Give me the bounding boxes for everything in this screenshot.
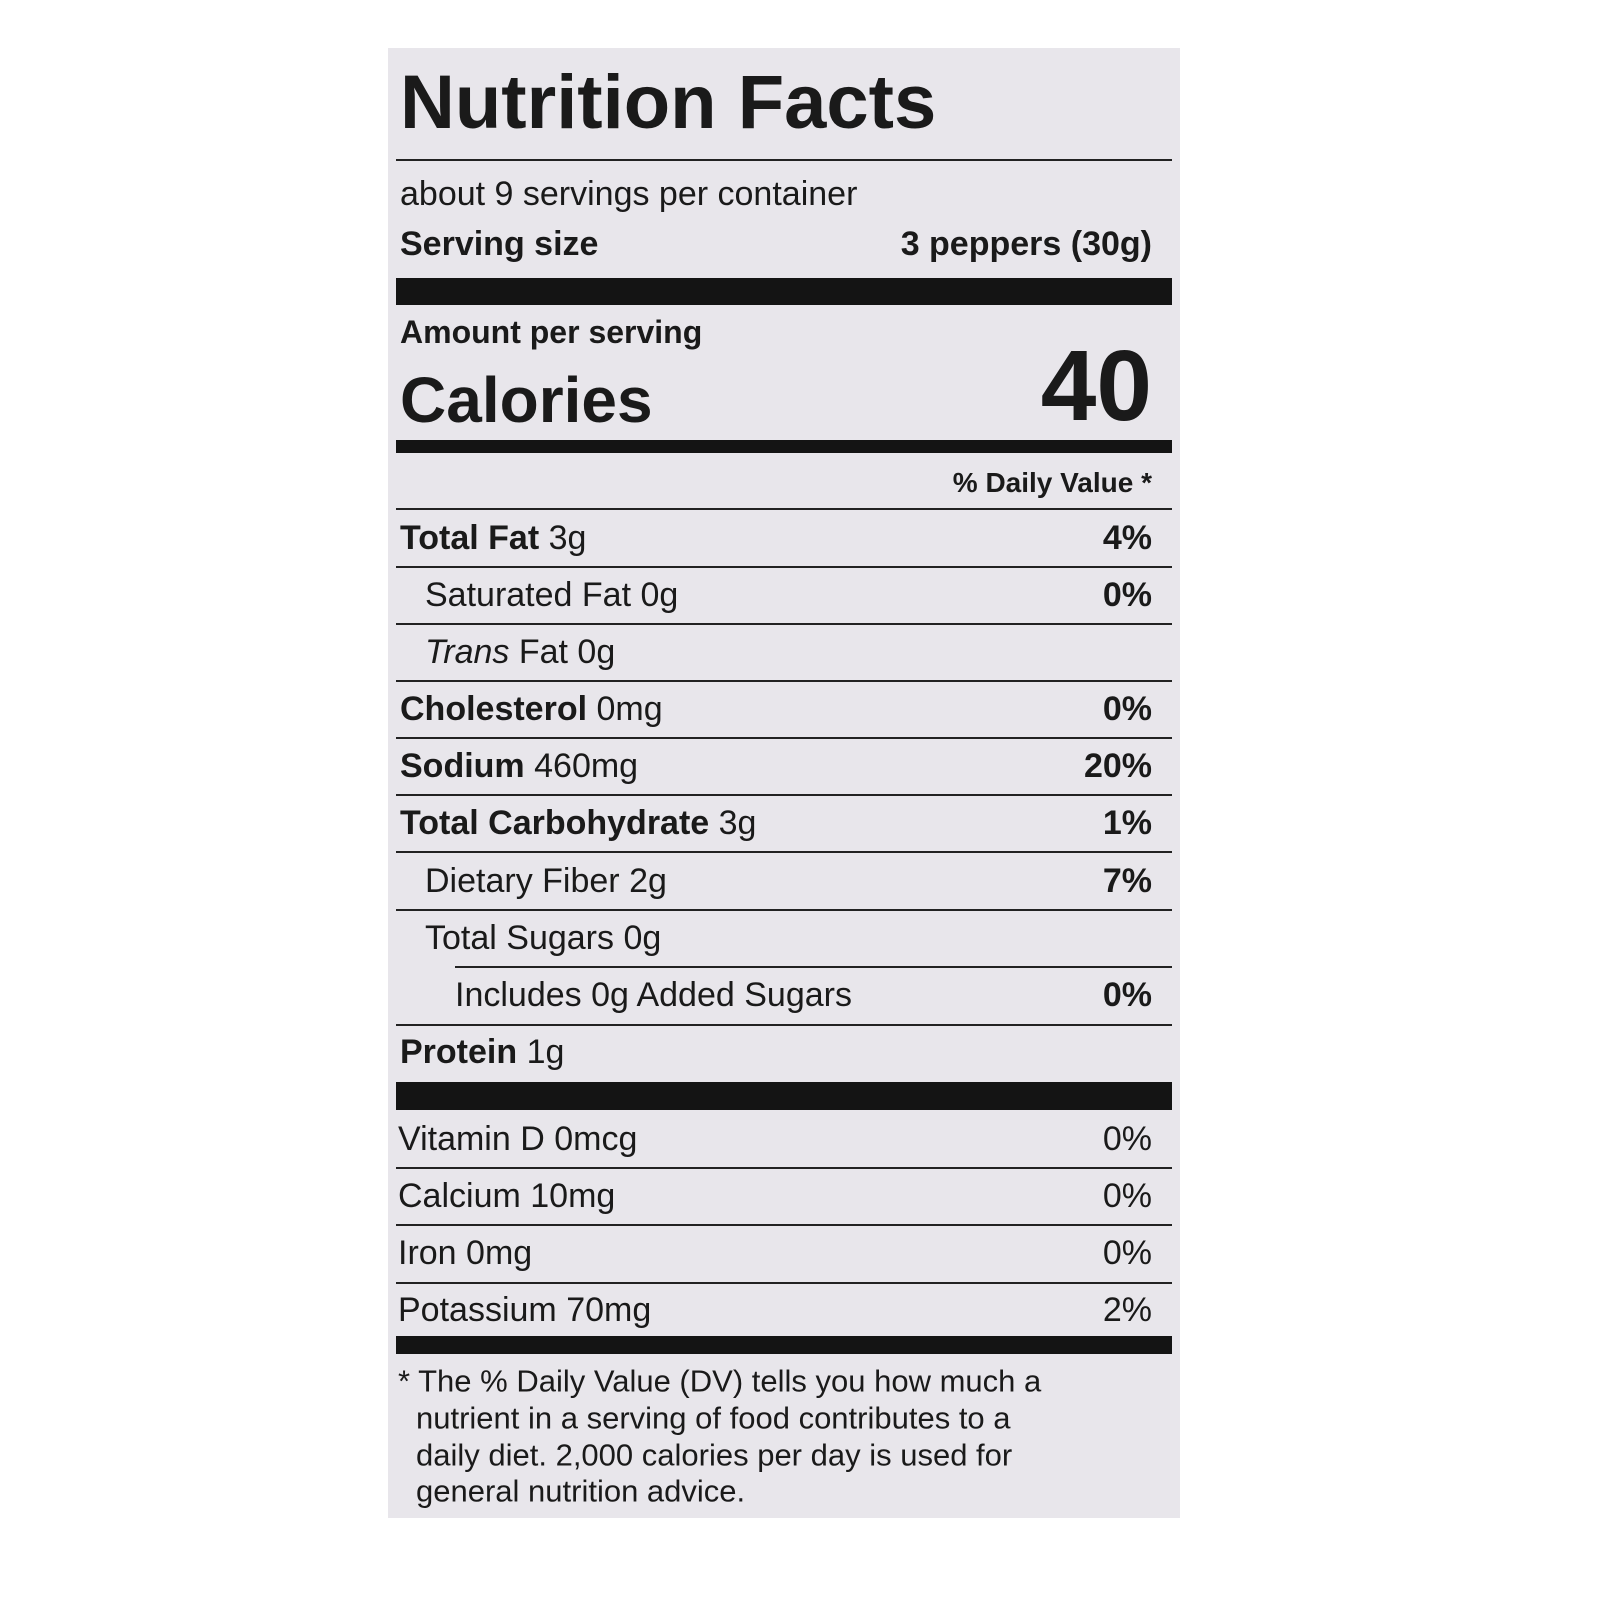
nutrient-name: Protein <box>400 1033 518 1071</box>
footnote-line: * The % Daily Value (DV) tells you how m… <box>398 1363 1042 1399</box>
rule <box>396 680 1172 682</box>
vitamin-row: Iron 0mg <box>398 1236 532 1270</box>
vitamin-name: Potassium <box>398 1291 557 1329</box>
nutrient-dv: 1% <box>1102 804 1152 842</box>
nutrient-amount: 0g <box>640 576 679 614</box>
vitamin-amount: 0mg <box>466 1234 533 1272</box>
vitamin-amount: 0mcg <box>554 1120 638 1158</box>
nutrient-name: Fat <box>518 633 568 671</box>
rule <box>455 966 1172 968</box>
nutrient-amount: 3g <box>548 519 587 557</box>
nutrient-amount: 460mg <box>534 747 639 785</box>
nutrient-name: Sodium <box>400 747 525 785</box>
vitamin-row: Potassium 70mg <box>398 1293 651 1327</box>
servings: about 9 servings per container <box>400 175 858 213</box>
rule <box>396 623 1172 625</box>
nutrient-row: Trans Fat 0g <box>425 635 615 669</box>
nutrient-dv: 0% <box>1102 976 1152 1014</box>
title: Nutrition Facts <box>400 60 937 145</box>
nutrient-amount: 0g <box>623 919 662 957</box>
nutrient-name: Total Fat <box>400 519 540 557</box>
rule <box>396 159 1172 161</box>
vitamin-name: Calcium <box>398 1177 521 1215</box>
rule <box>396 1224 1172 1226</box>
nutrient-name: Includes 0g Added Sugars <box>455 976 852 1014</box>
thick-rule <box>396 1336 1172 1354</box>
vitamin-dv: 0% <box>1102 1177 1152 1215</box>
calories-value: 40 <box>1040 330 1152 442</box>
nutrient-dv: 20% <box>1083 747 1152 785</box>
thick-rule <box>396 278 1172 305</box>
rule <box>396 508 1172 510</box>
nutrient-row: Total Fat 3g <box>400 521 586 555</box>
nutrient-amount: 3g <box>718 804 757 842</box>
rule <box>396 1282 1172 1284</box>
serving-size-label: Serving size <box>400 225 599 263</box>
nutrient-name: Dietary Fiber <box>425 862 620 900</box>
serving-size-value: 3 peppers (30g) <box>900 225 1152 263</box>
nutrient-amount: 0g <box>577 633 616 671</box>
vitamin-amount: 70mg <box>566 1291 652 1329</box>
nutrient-prefix: Trans <box>425 633 510 671</box>
footnote-line: daily diet. 2,000 calories per day is us… <box>416 1437 1013 1473</box>
nutrient-name: Cholesterol <box>400 690 588 728</box>
rule <box>396 851 1172 853</box>
rule <box>396 1167 1172 1169</box>
nutrient-dv: 0% <box>1102 576 1152 614</box>
nutrient-amount: 0mg <box>596 690 663 728</box>
nutrient-name: Saturated Fat <box>425 576 632 614</box>
rule <box>396 794 1172 796</box>
vitamin-row: Vitamin D 0mcg <box>398 1122 637 1156</box>
nutrient-name: Total Sugars <box>425 919 614 957</box>
nutrient-row: Total Sugars 0g <box>425 921 661 955</box>
nutrient-name: Total Carbohydrate <box>400 804 710 842</box>
rule <box>396 737 1172 739</box>
footnote-line: nutrient in a serving of food contribute… <box>416 1400 1011 1436</box>
nutrient-amount: 2g <box>629 862 667 900</box>
nutrient-dv: 4% <box>1102 519 1152 557</box>
vitamin-dv: 0% <box>1102 1234 1152 1272</box>
nutrient-row: Cholesterol 0mg <box>400 692 663 726</box>
footnote-line: general nutrition advice. <box>416 1473 746 1509</box>
nutrient-row: Dietary Fiber 2g <box>425 864 667 898</box>
vitamin-row: Calcium 10mg <box>398 1179 615 1213</box>
nutrient-row: Protein 1g <box>400 1035 564 1069</box>
vitamin-name: Iron <box>398 1234 457 1272</box>
dv-header: % Daily Value * <box>952 467 1152 498</box>
nutrient-dv: 7% <box>1102 862 1152 900</box>
thick-rule <box>396 1082 1172 1110</box>
nutrient-row: Total Carbohydrate 3g <box>400 806 756 840</box>
nutrient-row: Sodium 460mg <box>400 749 638 783</box>
nutrient-amount: 1g <box>526 1033 565 1071</box>
vitamin-dv: 0% <box>1102 1120 1152 1158</box>
nutrient-dv: 0% <box>1102 690 1152 728</box>
amount-per-serving: Amount per serving <box>400 314 703 350</box>
rule <box>396 909 1172 911</box>
nutrient-row: Saturated Fat 0g <box>425 578 678 612</box>
rule <box>396 1024 1172 1026</box>
vitamin-name: Vitamin D <box>398 1120 545 1158</box>
vitamin-amount: 10mg <box>530 1177 616 1215</box>
rule <box>396 566 1172 568</box>
vitamin-dv: 2% <box>1102 1291 1152 1329</box>
calories-label: Calories <box>400 364 653 436</box>
thick-rule <box>396 440 1172 453</box>
